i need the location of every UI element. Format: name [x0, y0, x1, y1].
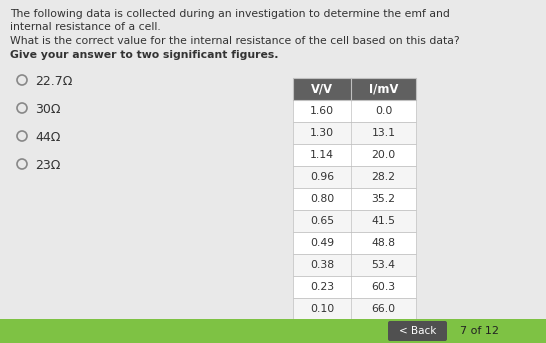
Bar	[293, 254, 416, 276]
Text: 30Ω: 30Ω	[35, 103, 61, 116]
Bar	[293, 188, 416, 210]
Text: 48.8: 48.8	[371, 238, 395, 248]
Text: 41.5: 41.5	[371, 216, 395, 226]
Text: 0.10: 0.10	[310, 304, 334, 314]
Bar	[293, 210, 416, 232]
Bar	[0, 319, 546, 343]
FancyBboxPatch shape	[388, 321, 447, 341]
Text: 1.60: 1.60	[310, 106, 334, 116]
Bar	[293, 144, 416, 166]
Text: The following data is collected during an investigation to determine the emf and: The following data is collected during a…	[10, 9, 450, 19]
Text: 44Ω: 44Ω	[35, 131, 61, 144]
Text: 0.49: 0.49	[310, 238, 334, 248]
Bar	[293, 276, 416, 298]
Text: 1.30: 1.30	[310, 128, 334, 138]
Text: 0.23: 0.23	[310, 282, 334, 292]
Text: 35.2: 35.2	[371, 194, 395, 204]
Text: 66.0: 66.0	[371, 304, 395, 314]
Text: 23Ω: 23Ω	[35, 159, 61, 172]
Text: 28.2: 28.2	[371, 172, 395, 182]
Text: 0.38: 0.38	[310, 260, 334, 270]
Text: < Back: < Back	[399, 326, 436, 336]
Text: V/V: V/V	[311, 83, 333, 95]
Text: 0.80: 0.80	[310, 194, 334, 204]
Text: I/mV: I/mV	[369, 83, 398, 95]
Text: 13.1: 13.1	[371, 128, 395, 138]
Text: What is the correct value for the internal resistance of the cell based on this : What is the correct value for the intern…	[10, 36, 460, 46]
Text: 20.0: 20.0	[371, 150, 396, 160]
Bar	[293, 232, 416, 254]
Bar	[293, 78, 416, 100]
Text: 0.65: 0.65	[310, 216, 334, 226]
Text: Give your answer to two significant figures.: Give your answer to two significant figu…	[10, 49, 278, 59]
Text: 1.14: 1.14	[310, 150, 334, 160]
Text: 0.96: 0.96	[310, 172, 334, 182]
Bar	[293, 122, 416, 144]
Bar	[293, 100, 416, 122]
Text: 0.0: 0.0	[375, 106, 392, 116]
Text: 22.7Ω: 22.7Ω	[35, 75, 73, 88]
Text: internal resistance of a cell.: internal resistance of a cell.	[10, 23, 161, 33]
Text: 7 of 12: 7 of 12	[460, 326, 499, 336]
Text: 60.3: 60.3	[371, 282, 395, 292]
Bar	[293, 166, 416, 188]
Text: 53.4: 53.4	[371, 260, 395, 270]
Bar	[293, 298, 416, 320]
